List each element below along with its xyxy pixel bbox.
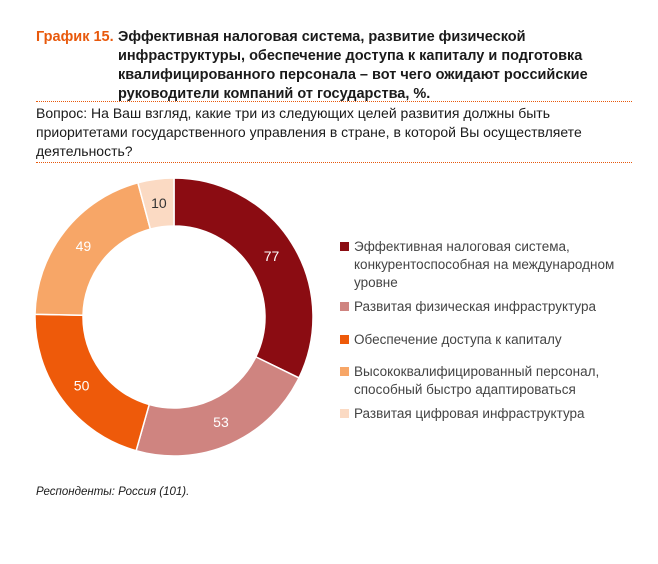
respondents-footnote: Респонденты: Россия (101). — [36, 486, 190, 498]
legend-item-2: Развитая физическая инфраструктура — [340, 298, 640, 316]
legend-item-1: Эффективная налоговая система, конкурент… — [340, 238, 640, 292]
legend-item-3: Обеспечение доступа к капиталу — [340, 331, 640, 349]
chart-title: Эффективная налоговая система, развитие … — [118, 29, 588, 102]
legend-swatch-4 — [340, 367, 349, 376]
slice-value-label-3: 50 — [74, 377, 90, 393]
question-divider — [36, 162, 632, 163]
donut-slice-5 — [136, 177, 175, 231]
legend-label-2: Развитая физическая инфраструктура — [354, 299, 597, 314]
legend-swatch-1 — [340, 242, 349, 251]
slice-value-label-1: 77 — [264, 248, 280, 264]
legend-item-4: Высококвалифицированный персонал, способ… — [340, 363, 640, 399]
legend-item-5: Развитая цифровая инфраструктура — [340, 405, 640, 423]
legend-label-4: Высококвалифицированный персонал, способ… — [354, 364, 600, 397]
donut-slice-1 — [173, 177, 314, 379]
donut-slice-2 — [135, 355, 300, 457]
legend-label-3: Обеспечение доступа к капиталу — [354, 332, 562, 347]
legend-swatch-5 — [340, 409, 349, 418]
header-divider — [36, 101, 632, 102]
slice-value-label-5: 10 — [151, 195, 167, 211]
donut-slice-4 — [34, 181, 152, 316]
legend-label-1: Эффективная налоговая система, конкурент… — [354, 239, 615, 290]
chart-number-label: График 15. — [36, 29, 114, 45]
legend-label-5: Развитая цифровая инфраструктура — [354, 406, 585, 421]
chart-header: График 15. Эффективная налоговая система… — [36, 28, 636, 104]
survey-question: Вопрос: На Ваш взгляд, какие три из след… — [36, 105, 582, 159]
legend-swatch-3 — [340, 335, 349, 344]
donut-slice-3 — [34, 313, 151, 452]
slice-value-label-2: 53 — [213, 414, 229, 430]
slice-value-label-4: 49 — [76, 238, 92, 254]
legend-swatch-2 — [340, 302, 349, 311]
